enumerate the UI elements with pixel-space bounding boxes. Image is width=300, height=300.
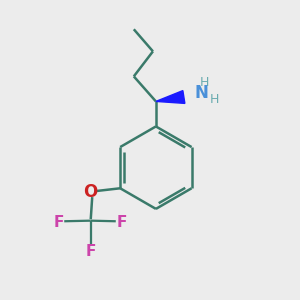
Text: O: O <box>84 183 98 201</box>
Text: F: F <box>54 214 64 230</box>
Text: H: H <box>210 93 219 106</box>
Text: H: H <box>200 76 209 89</box>
Polygon shape <box>156 91 185 103</box>
Text: N: N <box>194 85 208 103</box>
Text: F: F <box>116 214 127 230</box>
Text: F: F <box>85 244 96 259</box>
